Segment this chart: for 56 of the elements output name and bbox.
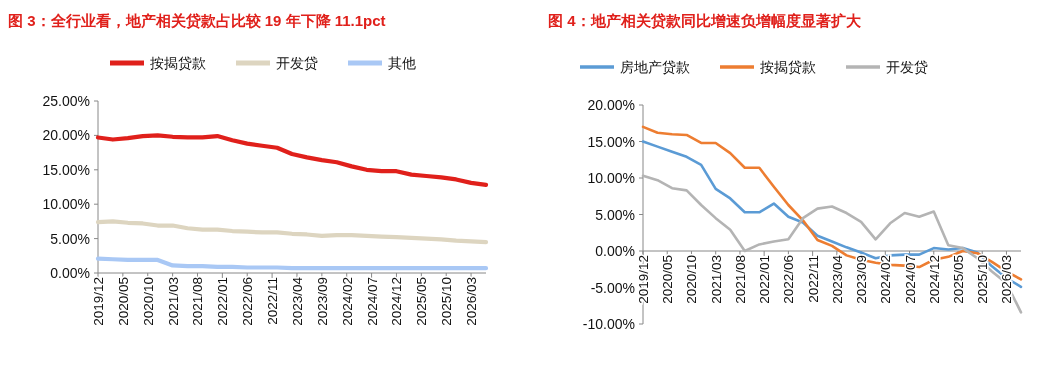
x-tick-label: 2019/12 bbox=[91, 277, 106, 326]
x-tick-label: 2020/10 bbox=[140, 277, 156, 326]
x-tick-label: 2025/10 bbox=[439, 277, 455, 326]
x-tick-label: 2020/05 bbox=[660, 255, 676, 304]
x-tick-label: 2020/10 bbox=[684, 255, 700, 304]
x-tick-label: 2021/08 bbox=[732, 255, 748, 304]
y-tick-label: -10.00% bbox=[582, 316, 635, 332]
x-tick-label: 2023/04 bbox=[289, 276, 305, 326]
x-tick-label: 2024/02 bbox=[878, 255, 894, 304]
legend-label: 按揭贷款 bbox=[760, 59, 816, 75]
legend-label: 开发贷 bbox=[886, 59, 928, 75]
x-tick-label: 2022/11 bbox=[805, 255, 821, 303]
x-tick-label: 2025/05 bbox=[414, 277, 430, 326]
x-tick-label: 2024/12 bbox=[926, 255, 942, 304]
x-tick-label: 2022/11 bbox=[265, 277, 281, 325]
legend-label: 房地产贷款 bbox=[620, 59, 690, 75]
x-tick-label: 2026/03 bbox=[464, 277, 480, 326]
y-tick-label: 10.00% bbox=[42, 196, 90, 213]
x-tick-label: 2025/05 bbox=[951, 255, 966, 304]
y-tick-label: 15.00% bbox=[587, 133, 635, 150]
x-tick-label: 2019/12 bbox=[636, 255, 651, 304]
x-tick-label: 2026/03 bbox=[999, 255, 1015, 304]
y-tick-label: 15.00% bbox=[42, 161, 90, 178]
chart-title: 图 4：地产相关贷款同比增速负增幅度显著扩大 bbox=[548, 12, 862, 29]
x-tick-label: 2021/03 bbox=[708, 255, 724, 304]
y-tick-label: 20.00% bbox=[42, 127, 90, 144]
x-tick-label: 2022/01 bbox=[215, 277, 231, 326]
x-tick-label: 2022/06 bbox=[781, 255, 797, 304]
x-tick-label: 2022/01 bbox=[757, 255, 773, 304]
x-tick-label: 2025/10 bbox=[975, 255, 991, 304]
x-tick-label: 2024/02 bbox=[339, 277, 355, 326]
chart-title: 图 3：全行业看，地产相关贷款占比较 19 年下降 11.1pct bbox=[8, 12, 386, 29]
y-tick-label: 5.00% bbox=[595, 206, 635, 223]
y-tick-label: 0.00% bbox=[50, 265, 90, 281]
x-tick-label: 2023/04 bbox=[829, 254, 845, 304]
legend-label: 开发贷 bbox=[276, 55, 318, 71]
line-series bbox=[95, 219, 489, 245]
y-tick-label: 20.00% bbox=[587, 97, 635, 113]
y-tick-label: 5.00% bbox=[50, 230, 90, 247]
x-tick-label: 2023/09 bbox=[314, 277, 330, 326]
line-series bbox=[95, 133, 489, 188]
x-tick-label: 2024/07 bbox=[364, 277, 380, 326]
x-tick-label: 2020/05 bbox=[115, 277, 131, 326]
legend-label: 其他 bbox=[388, 55, 416, 71]
x-tick-label: 2022/06 bbox=[240, 277, 256, 326]
y-tick-label: 25.00% bbox=[42, 93, 90, 109]
y-tick-label: 0.00% bbox=[595, 243, 635, 259]
y-tick-label: -5.00% bbox=[590, 279, 635, 296]
y-tick-label: 10.00% bbox=[587, 170, 635, 186]
x-tick-label: 2023/09 bbox=[854, 255, 870, 304]
x-tick-label: 2024/12 bbox=[389, 277, 405, 326]
legend-label: 按揭贷款 bbox=[150, 55, 206, 71]
x-tick-label: 2024/07 bbox=[902, 255, 918, 304]
line-series bbox=[641, 174, 1023, 314]
x-tick-label: 2021/03 bbox=[165, 277, 181, 326]
x-tick-label: 2021/08 bbox=[190, 277, 206, 326]
